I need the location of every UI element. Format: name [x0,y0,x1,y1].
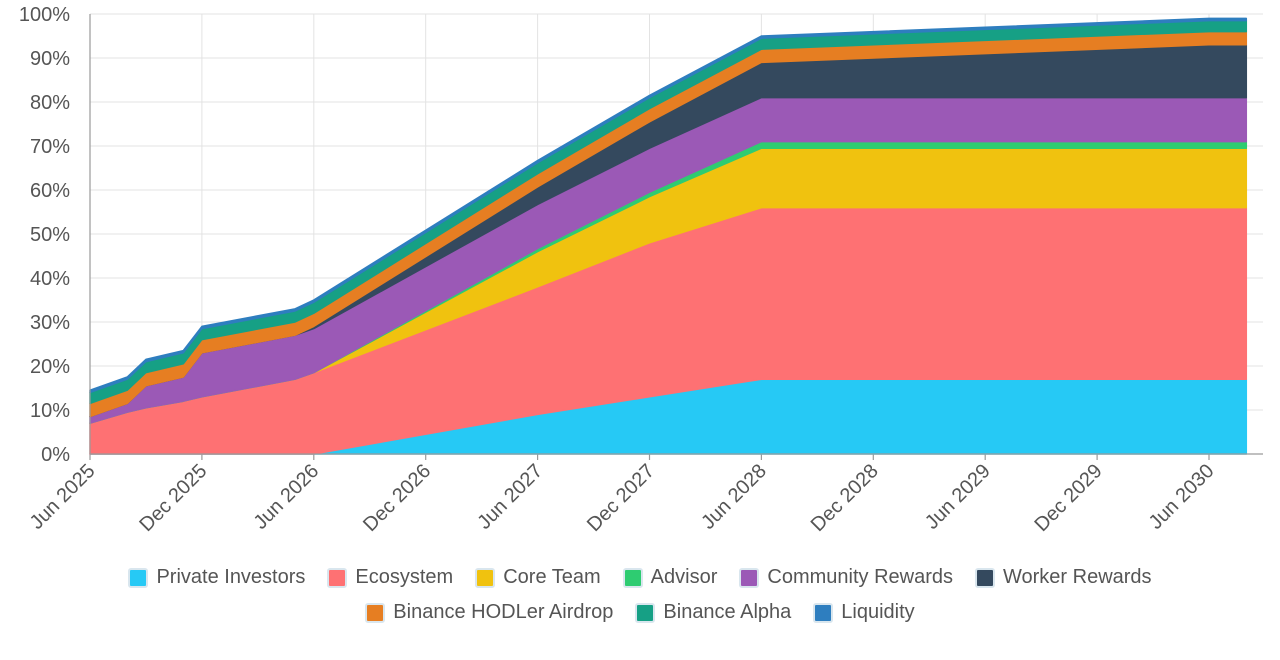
legend-swatch [327,567,348,588]
y-tick-label: 60% [30,180,70,202]
legend-label: Binance HODLer Airdrop [393,601,614,623]
legend-row: Binance HODLer Airdrop Binance Alpha Liqui… [0,601,1280,624]
legend-item-worker-rewards[interactable]: Worker Rewards [974,566,1152,589]
x-tick-label: Dec 2028 [807,460,883,536]
area-series-group [89,17,1248,455]
y-tick-label: 0% [41,444,70,466]
legend-swatch [365,602,386,623]
legend-row: Private Investors Ecosystem Core Team Advis… [0,566,1280,589]
legend-label: Private Investors [156,566,306,588]
legend-label: Advisor [650,566,718,588]
legend-swatch [635,602,656,623]
x-tick-label: Dec 2026 [359,460,435,536]
x-tick-label: Dec 2029 [1031,460,1107,536]
y-tick-label: 70% [30,136,70,158]
legend-label: Liquidity [841,601,915,623]
y-tick-label: 30% [30,312,70,334]
legend-item-liquidity[interactable]: Liquidity [813,601,915,624]
x-tick-label: Jun 2028 [697,460,771,534]
legend-label: Binance Alpha [663,601,792,623]
legend-label: Community Rewards [767,566,953,588]
legend-label: Ecosystem [355,566,454,588]
y-tick-label: 10% [30,400,70,422]
y-tick-label: 40% [30,268,70,290]
legend-swatch [622,567,643,588]
y-tick-label: 100% [19,4,70,26]
legend-swatch [739,567,760,588]
x-tick-label: Jun 2029 [921,460,995,534]
y-tick-label: 90% [30,48,70,70]
x-tick-label: Dec 2025 [135,460,211,536]
legend-item-binance-alpha[interactable]: Binance Alpha [635,601,791,624]
axes [89,14,1263,455]
legend-label: Worker Rewards [1002,566,1152,588]
legend: Private Investors Ecosystem Core Team Advis… [0,566,1280,624]
y-tick-label: 50% [30,224,70,246]
legend-swatch [974,567,995,588]
y-tick-label: 80% [30,92,70,114]
x-tick-label: Dec 2027 [583,460,659,536]
x-axis-ticks: Jun 2025 Dec 2025 Jun 2026 Dec 2026 Jun 2027… [26,460,1219,536]
legend-item-private-investors[interactable]: Private Investors [128,566,305,589]
legend-swatch [813,602,834,623]
x-tick-label: Jun 2030 [1145,460,1219,534]
x-tick-label: Jun 2026 [250,460,324,534]
legend-item-ecosystem[interactable]: Ecosystem [327,566,453,589]
area-liquidity[interactable] [89,17,1248,394]
y-tick-label: 20% [30,356,70,378]
legend-item-binance-hodler-airdrop[interactable]: Binance HODLer Airdrop [365,601,613,624]
y-axis-ticks: 0% 10% 20% 30% 40% 50% 60% 70% 80% 90% 100% [19,4,70,466]
legend-swatch [475,567,496,588]
legend-item-advisor[interactable]: Advisor [622,566,718,589]
x-tick-label: Jun 2027 [473,460,547,534]
x-tick-label: Jun 2025 [26,460,100,534]
legend-label: Core Team [503,566,601,588]
legend-item-community-rewards[interactable]: Community Rewards [739,566,953,589]
stacked-area-chart: 0% 10% 20% 30% 40% 50% 60% 70% 80% 90% 100% Jun 20… [19,4,1263,536]
legend-swatch [128,567,149,588]
legend-item-core-team[interactable]: Core Team [475,566,601,589]
